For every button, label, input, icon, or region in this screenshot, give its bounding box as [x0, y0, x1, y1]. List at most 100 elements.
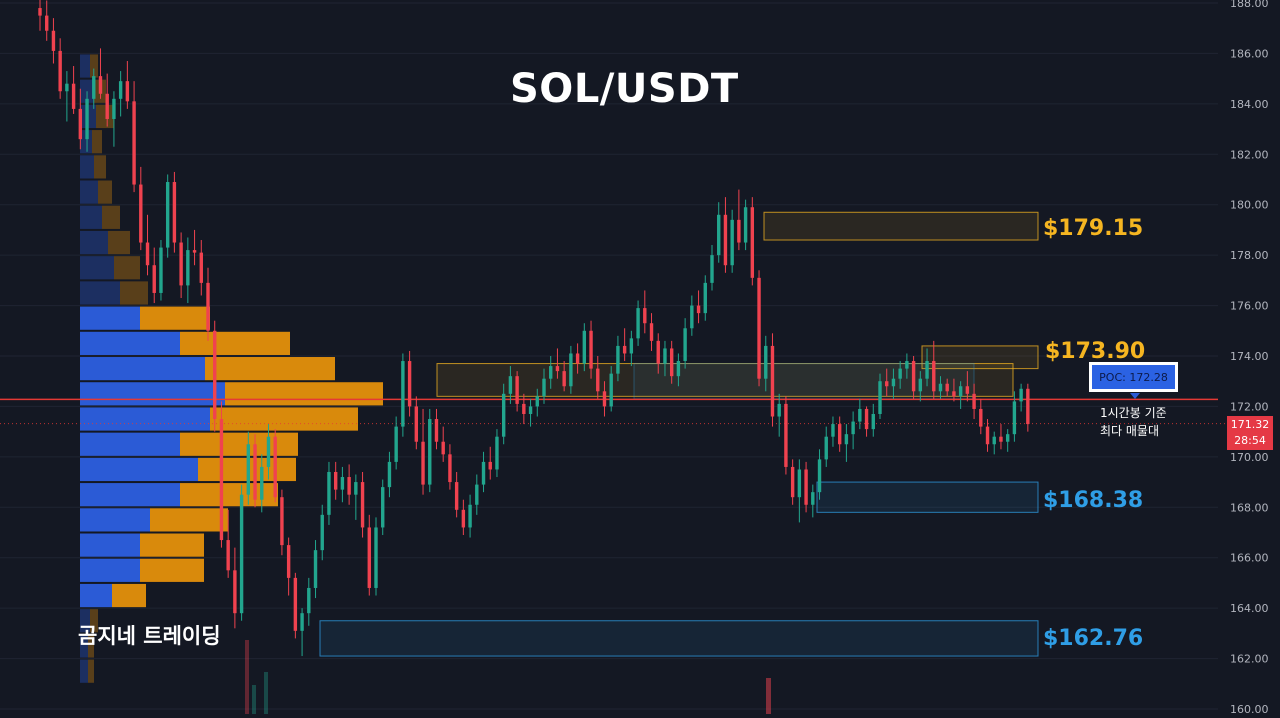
candle-body	[327, 471, 331, 515]
candle-body	[663, 348, 667, 364]
candle-body	[159, 247, 163, 293]
candle-body	[401, 361, 405, 427]
candle-body	[770, 345, 775, 417]
y-tick-label: 168.00	[1230, 501, 1269, 514]
candle-body	[918, 378, 923, 392]
candle-body	[360, 482, 365, 528]
candle-body	[885, 381, 889, 387]
volume-bar-buy	[80, 205, 102, 229]
volume-bar-sell	[112, 583, 146, 608]
candle-body	[139, 184, 143, 243]
candle-body	[958, 386, 963, 397]
candle-body	[367, 527, 371, 588]
candle-body	[233, 570, 237, 614]
candle-body	[636, 308, 640, 339]
volume-bar-buy	[80, 659, 88, 683]
y-tick-label: 162.00	[1230, 653, 1269, 666]
candle-body	[165, 182, 170, 248]
candle-body	[441, 441, 445, 455]
candle-body	[192, 250, 197, 253]
y-tick-label: 170.00	[1230, 451, 1269, 464]
candle-body	[864, 408, 869, 430]
volume-bar-buy	[80, 357, 205, 381]
candle-body	[1019, 388, 1023, 402]
candle-body	[602, 391, 607, 407]
candle-body	[1005, 434, 1010, 442]
candle-body	[804, 469, 808, 505]
candle-body	[965, 386, 970, 394]
candle-body	[851, 421, 855, 435]
candle-body	[313, 550, 318, 588]
candle-body	[562, 371, 566, 387]
candle-body	[891, 378, 896, 387]
candle-body	[723, 214, 728, 266]
candle-body	[475, 484, 479, 505]
candle-body	[837, 424, 842, 445]
candle-body	[199, 252, 203, 283]
candle-body	[656, 340, 660, 364]
y-tick-label: 188.00	[1230, 0, 1269, 10]
volume-bar-buy	[80, 130, 92, 154]
volume-bar-buy	[80, 155, 94, 179]
candle-body	[730, 219, 734, 266]
candle-body	[945, 383, 949, 392]
candle-body	[932, 361, 936, 392]
poc-badge: POC: 172.28	[1089, 362, 1178, 392]
candle-body	[784, 403, 788, 467]
candle-body	[293, 577, 298, 631]
volume-bar-sell	[180, 432, 298, 456]
volume-bar-sell	[140, 533, 204, 557]
candle-body	[535, 396, 539, 407]
volume-bar-sell	[90, 609, 98, 633]
poc-caption-line2: 최다 매물대	[1100, 424, 1160, 438]
candle-body	[979, 408, 983, 427]
candle-body	[428, 419, 432, 485]
volume-bar-sell	[102, 205, 120, 229]
candle-body	[105, 93, 109, 119]
candle-body	[643, 308, 647, 324]
candle-body	[58, 50, 62, 92]
candle-body	[454, 482, 459, 510]
candle-body	[757, 277, 761, 379]
volume-bar-buy	[80, 180, 98, 204]
candle-body	[206, 282, 210, 331]
volume-spike	[245, 640, 249, 714]
candle-body	[226, 540, 230, 571]
zone-box-resistance	[763, 211, 1039, 241]
volume-bar-sell	[88, 659, 94, 683]
candle-body	[844, 434, 849, 445]
candle-body	[817, 459, 822, 493]
volume-spike	[252, 685, 256, 714]
volume-bar-buy	[80, 583, 112, 608]
current-price-tag: 171.32 28:54	[1227, 416, 1273, 450]
y-tick-label: 182.00	[1230, 148, 1269, 161]
candle-body	[354, 482, 358, 495]
candle-body	[609, 373, 613, 407]
volume-bar-sell	[210, 407, 358, 431]
candle-body	[676, 361, 681, 377]
candle-body	[878, 381, 882, 414]
candle-body	[508, 376, 513, 394]
support-label-2: $162.76	[1043, 626, 1144, 651]
candle-body	[582, 330, 587, 364]
volume-bar-buy	[80, 457, 198, 482]
candle-body	[649, 323, 654, 341]
zone-box-resistance	[921, 345, 1039, 370]
poc-badge-label: POC: 172.28	[1092, 365, 1175, 389]
poc-caption-line1: 1시간봉 기준	[1100, 406, 1167, 420]
y-tick-label: 160.00	[1230, 703, 1269, 714]
y-tick-label: 172.00	[1230, 400, 1269, 413]
y-tick-label: 184.00	[1230, 98, 1269, 111]
volume-spike	[264, 672, 268, 714]
candle-body	[629, 338, 634, 354]
candle-body	[985, 426, 990, 445]
volume-bar-buy	[80, 281, 120, 305]
candle-body	[905, 361, 909, 369]
candle-body	[253, 444, 257, 500]
candle-body	[394, 426, 398, 462]
candle-body	[589, 330, 593, 369]
volume-bar-buy	[80, 609, 90, 633]
candle-body	[622, 345, 627, 354]
candle-body	[92, 76, 96, 99]
countdown: 28:54	[1234, 434, 1266, 447]
